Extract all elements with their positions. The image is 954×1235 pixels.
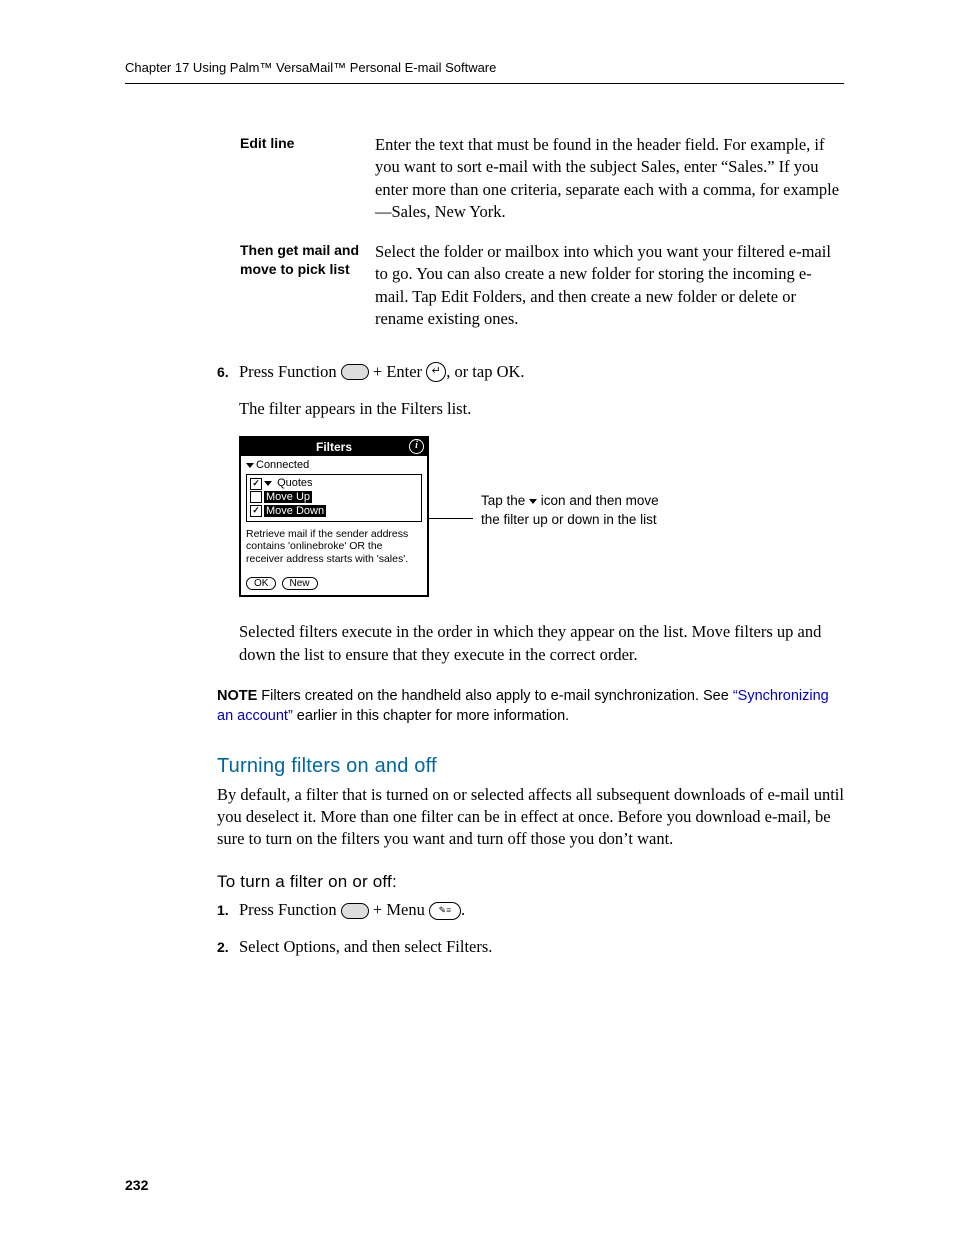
info-icon: i: [409, 439, 424, 454]
callout-prefix: Tap the: [481, 493, 529, 508]
definition-description: Select the folder or mailbox into which …: [375, 241, 844, 330]
step-suffix: , or tap OK.: [446, 362, 524, 381]
screenshot-with-callout: Filters i Connected ✓ Quotes Move Up ✓Mo…: [239, 436, 844, 597]
step-mid: + Menu: [369, 900, 429, 919]
dropdown-triangle-icon: [264, 481, 272, 486]
definition-term: Edit line: [240, 134, 375, 153]
step-suffix: .: [461, 900, 465, 919]
palm-connected-label: Connected: [256, 459, 309, 471]
function-key-icon: [341, 364, 369, 380]
dropdown-triangle-icon: [246, 463, 254, 468]
palm-list-item: ✓Move Down: [250, 505, 418, 519]
definition-term: Then get mail and move to pick list: [240, 241, 375, 279]
step-mid: + Enter: [369, 362, 426, 381]
callout-text: Tap the icon and then move the filter up…: [481, 492, 681, 528]
step-6-result: The filter appears in the Filters list.: [239, 397, 844, 420]
step-1: 1. Press Function + Menu ✎≡.: [217, 898, 844, 921]
palm-rule-text: Retrieve mail if the sender address cont…: [246, 528, 422, 566]
step-2: 2. Select Options, and then select Filte…: [217, 935, 844, 958]
palm-body: Connected ✓ Quotes Move Up ✓Move Down Re…: [241, 456, 427, 595]
section-body: By default, a filter that is turned on o…: [217, 784, 844, 851]
step-prefix: Press Function: [239, 362, 341, 381]
menu-key-icon: ✎≡: [429, 902, 461, 920]
definitions-table: Edit line Enter the text that must be fo…: [240, 134, 844, 330]
step-text: Press Function + Menu ✎≡.: [239, 898, 844, 921]
palm-title-bar: Filters i: [241, 438, 427, 456]
palm-ok-button: OK: [246, 577, 276, 590]
definition-row: Then get mail and move to pick list Sele…: [240, 241, 844, 330]
checkbox-icon: ✓: [250, 478, 262, 490]
callout-leader-line: [429, 518, 473, 519]
checkbox-icon: [250, 491, 262, 503]
checkbox-icon: ✓: [250, 505, 262, 517]
step-text: Select Options, and then select Filters.: [239, 935, 844, 958]
palm-item-label: Quotes: [277, 477, 312, 489]
enter-key-icon: ↵: [426, 362, 446, 382]
step-number: 2.: [217, 939, 239, 955]
section-heading: Turning filters on and off: [217, 755, 844, 778]
palm-filters-screen: Filters i Connected ✓ Quotes Move Up ✓Mo…: [239, 436, 429, 597]
note-paragraph: NOTE Filters created on the handheld als…: [217, 686, 844, 727]
palm-list-item: ✓ Quotes: [250, 477, 418, 491]
dropdown-triangle-icon: [529, 499, 537, 504]
note-text-before: Filters created on the handheld also app…: [257, 688, 733, 704]
step-prefix: Press Function: [239, 900, 341, 919]
step-text: Press Function + Enter ↵, or tap OK.: [239, 360, 844, 383]
step-6: 6. Press Function + Enter ↵, or tap OK.: [217, 360, 844, 383]
note-text-after: earlier in this chapter for more informa…: [293, 708, 569, 724]
definition-description: Enter the text that must be found in the…: [375, 134, 844, 223]
step-number: 1.: [217, 902, 239, 918]
palm-item-label: Move Up: [264, 491, 312, 503]
palm-title-text: Filters: [316, 440, 352, 454]
palm-connected-row: Connected: [246, 459, 422, 471]
palm-filter-list: ✓ Quotes Move Up ✓Move Down: [246, 474, 422, 521]
definition-row: Edit line Enter the text that must be fo…: [240, 134, 844, 223]
body-paragraph: Selected filters execute in the order in…: [239, 621, 844, 666]
note-label: NOTE: [217, 688, 257, 704]
function-key-icon: [341, 903, 369, 919]
palm-new-button: New: [282, 577, 318, 590]
page-header: Chapter 17 Using Palm™ VersaMail™ Person…: [125, 60, 844, 84]
page-number: 232: [125, 1177, 148, 1193]
palm-list-item: Move Up: [250, 491, 418, 505]
palm-item-label: Move Down: [264, 505, 326, 517]
step-number: 6.: [217, 364, 239, 380]
procedure-heading: To turn a filter on or off:: [217, 872, 844, 892]
palm-button-row: OK New: [246, 577, 422, 590]
